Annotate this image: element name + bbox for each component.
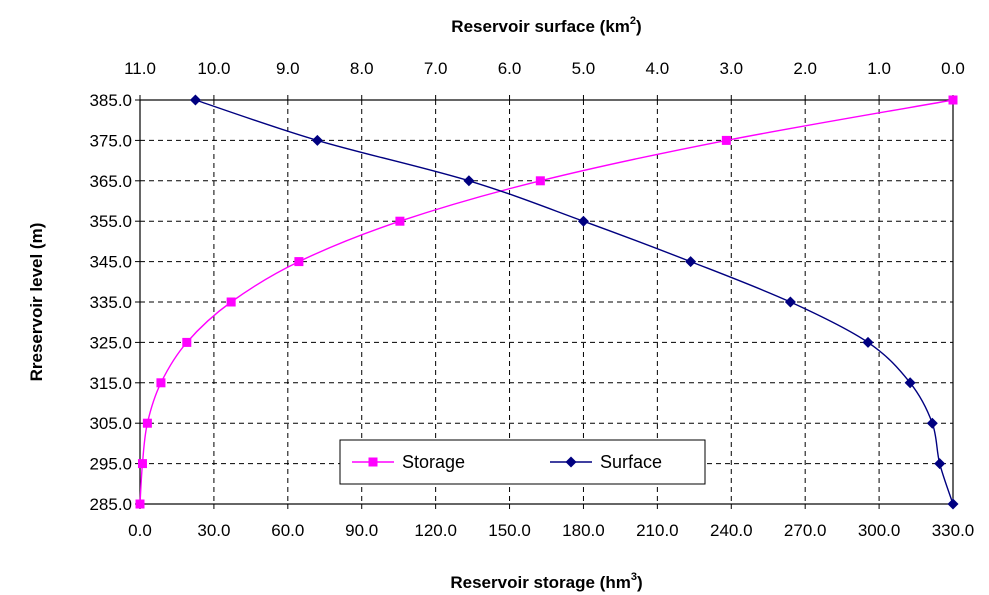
x-top-axis-title: Reservoir surface (km2) <box>451 15 641 36</box>
legend-box <box>339 439 706 485</box>
legend-swatch-marker-surface <box>565 456 577 468</box>
y-tick-label: 375.0 <box>89 131 132 150</box>
x-bottom-tick-label: 300.0 <box>858 521 901 540</box>
x-bottom-tick-label: 120.0 <box>414 521 457 540</box>
x-top-tick-label: 11.0 <box>124 59 156 78</box>
x-top-tick-label: 8.0 <box>350 59 374 78</box>
data-point-storage <box>294 257 304 267</box>
data-point-surface <box>189 94 201 106</box>
x-bottom-tick-labels: 0.0 30.0 60.0 90.0 120.0 150.0 180.0 210.0 240.0… <box>128 521 974 540</box>
data-point-storage <box>395 216 405 226</box>
legend-swatch-marker-storage <box>368 457 378 467</box>
y-tick-label: 335.0 <box>89 293 132 312</box>
data-point-storage <box>135 499 145 509</box>
x-bottom-tick-label: 210.0 <box>636 521 679 540</box>
data-point-surface <box>685 256 697 268</box>
x-bottom-tick-label: 330.0 <box>932 521 975 540</box>
x-bottom-tick-label: 240.0 <box>710 521 753 540</box>
x-top-tick-label: 4.0 <box>646 59 670 78</box>
y-tick-label: 365.0 <box>89 172 132 191</box>
plot-area-frame <box>139 99 954 505</box>
data-point-storage <box>948 95 958 105</box>
x-top-tick-label: 0.0 <box>941 59 965 78</box>
legend-label-storage: Storage <box>402 452 465 472</box>
y-axis-tick-labels: 385.0 375.0 365.0 355.0 345.0 335.0 325.0 315.0… <box>89 91 132 514</box>
data-point-surface <box>311 134 323 146</box>
y-tick-label: 325.0 <box>89 333 132 352</box>
x-top-tick-label: 9.0 <box>276 59 300 78</box>
y-tick-label: 345.0 <box>89 253 132 272</box>
y-tick-label: 285.0 <box>89 495 132 514</box>
data-point-surface <box>904 377 916 389</box>
series-layer <box>135 94 959 510</box>
x-bottom-tick-label: 150.0 <box>488 521 531 540</box>
x-bottom-tick-label: 270.0 <box>784 521 827 540</box>
x-bottom-tick-label: 30.0 <box>197 521 230 540</box>
x-top-tick-label: 1.0 <box>867 59 891 78</box>
x-top-tick-label: 10.0 <box>197 59 230 78</box>
data-point-surface <box>577 215 589 227</box>
legend: Storage Surface <box>339 439 706 485</box>
x-bottom-tick-label: 90.0 <box>345 521 378 540</box>
y-tick-label: 355.0 <box>89 212 132 231</box>
x-top-tick-label: 5.0 <box>572 59 596 78</box>
x-bottom-tick-label: 0.0 <box>128 521 152 540</box>
data-point-storage <box>535 176 545 186</box>
data-point-storage <box>156 378 166 388</box>
y-tick-label: 385.0 <box>89 91 132 110</box>
data-point-surface <box>463 175 475 187</box>
data-point-storage <box>182 337 192 347</box>
y-axis-title: Rreservoir level (m) <box>27 223 46 382</box>
x-top-tick-label: 6.0 <box>498 59 522 78</box>
x-top-tick-labels: 11.0 10.0 9.0 8.0 7.0 6.0 5.0 4.0 3.0 2.0 1.0 0.0 <box>124 59 965 78</box>
data-point-storage <box>137 459 147 469</box>
x-bottom-tick-label: 180.0 <box>562 521 605 540</box>
legend-label-surface: Surface <box>600 452 662 472</box>
data-point-storage <box>142 418 152 428</box>
x-top-tick-label: 7.0 <box>424 59 448 78</box>
data-point-surface <box>926 417 938 429</box>
data-point-surface <box>934 458 946 470</box>
x-top-tick-label: 3.0 <box>719 59 743 78</box>
y-tick-label: 295.0 <box>89 455 132 474</box>
x-bottom-axis-title: Reservoir storage (hm3) <box>450 571 642 592</box>
data-point-surface <box>784 296 796 308</box>
x-top-tick-label: 2.0 <box>793 59 817 78</box>
data-point-storage <box>226 297 236 307</box>
data-point-surface <box>862 336 874 348</box>
data-point-surface <box>947 498 959 510</box>
data-point-storage <box>721 135 731 145</box>
y-tick-label: 305.0 <box>89 414 132 433</box>
y-tick-label: 315.0 <box>89 374 132 393</box>
legend-items: Storage Surface <box>352 452 662 472</box>
x-bottom-tick-label: 60.0 <box>271 521 304 540</box>
